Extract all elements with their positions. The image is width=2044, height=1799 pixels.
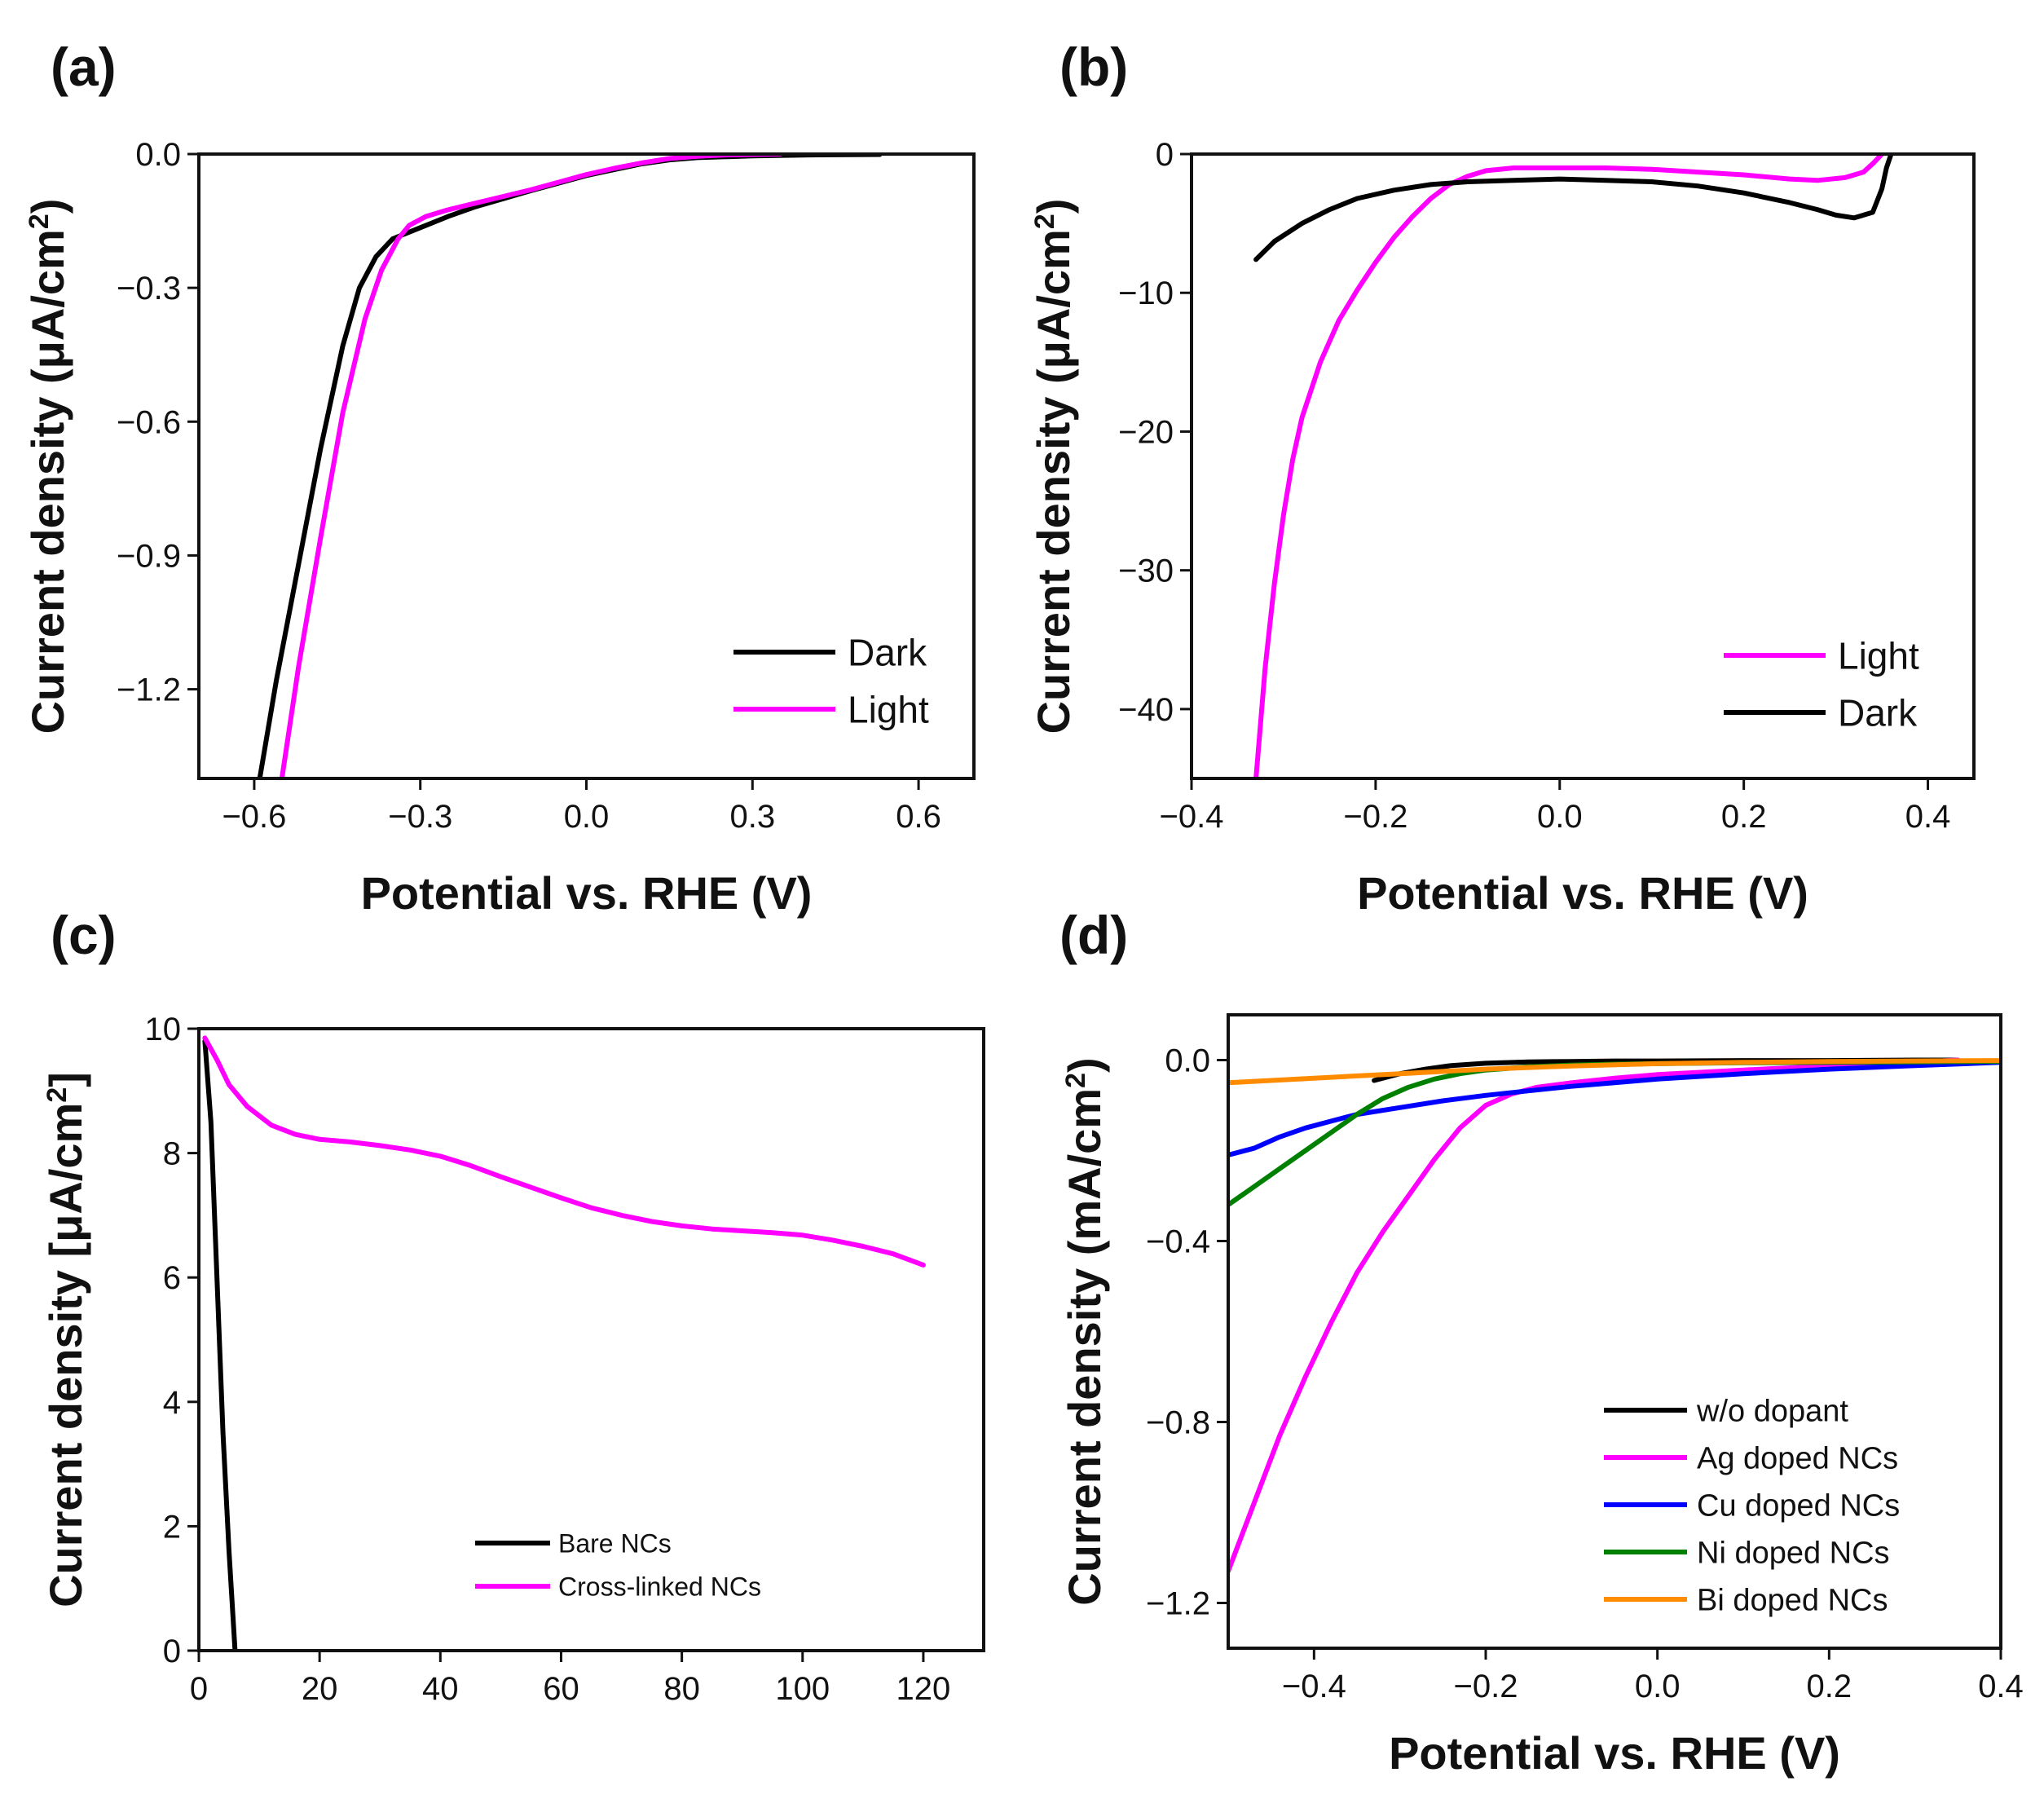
- series-line-dark: [257, 154, 883, 778]
- legend-label: Light: [1838, 635, 1919, 677]
- series-line-ag-doped-ncs: [1228, 1057, 1961, 1574]
- y-tick-label: −10: [1118, 276, 1174, 311]
- panel-letter: (d): [1059, 905, 1128, 965]
- series-line-light: [279, 154, 783, 778]
- series-line-dark: [1253, 154, 1894, 262]
- x-tick-label: −0.3: [388, 799, 452, 835]
- plot-frame: [1190, 152, 1976, 780]
- x-tick-label: −0.4: [1160, 799, 1224, 835]
- x-tick-label: 0.2: [1721, 799, 1767, 835]
- y-tick-label: 6: [163, 1260, 181, 1296]
- plot-frame: [197, 1027, 985, 1652]
- x-tick-label: 120: [896, 1671, 951, 1707]
- y-tick-label: 0.0: [1165, 1043, 1210, 1079]
- x-tick-label: 0.0: [1537, 799, 1583, 835]
- x-tick-label: 0.6: [896, 799, 941, 835]
- legend-label: Light: [848, 689, 929, 731]
- legend-label: Ag doped NCs: [1697, 1442, 1898, 1476]
- y-tick-label: −0.4: [1146, 1224, 1210, 1260]
- plot-frame: [197, 152, 976, 780]
- x-tick-label: 20: [302, 1671, 338, 1707]
- panel-letter: (c): [51, 905, 117, 965]
- panel-letter: (b): [1059, 37, 1128, 97]
- y-tick-label: −1.2: [117, 672, 181, 708]
- y-tick-label: −0.6: [117, 404, 181, 440]
- x-tick-label: 0: [190, 1671, 208, 1707]
- legend-label: Ni doped NCs: [1697, 1537, 1890, 1571]
- x-tick-label: 0.0: [1635, 1669, 1681, 1704]
- series-line-cross-linked-ncs: [202, 1035, 926, 1268]
- series-line-cu-doped-ncs: [1228, 1060, 2001, 1157]
- series-line-bi-doped-ncs: [1228, 1058, 2001, 1086]
- x-axis-title: Potential vs. RHE (V): [361, 867, 813, 919]
- legend-label: Bi doped NCs: [1697, 1584, 1888, 1618]
- y-tick-label: −0.3: [117, 271, 181, 306]
- y-axis-title: Current density (μA/cm2): [22, 199, 73, 734]
- y-tick-label: −20: [1118, 414, 1174, 450]
- x-tick-label: −0.6: [222, 799, 286, 835]
- panel-letter: (a): [51, 37, 117, 97]
- legend-label: Dark: [848, 632, 927, 674]
- y-tick-label: 0.0: [135, 137, 181, 173]
- x-tick-label: 100: [775, 1671, 830, 1707]
- x-tick-label: 0.2: [1807, 1669, 1852, 1704]
- y-tick-label: 0: [1156, 137, 1174, 173]
- x-axis-title: Potential vs. RHE (V): [1389, 1727, 1840, 1779]
- y-axis-title: Current density (μA/cm2): [1028, 199, 1079, 734]
- legend-label: Cu doped NCs: [1697, 1489, 1900, 1523]
- x-tick-label: 0.4: [1905, 799, 1951, 835]
- y-tick-label: 8: [163, 1136, 181, 1172]
- x-tick-label: −0.4: [1282, 1669, 1346, 1704]
- y-tick-label: 10: [145, 1012, 182, 1047]
- x-tick-label: −0.2: [1454, 1669, 1518, 1704]
- legend-label: Cross-linked NCs: [558, 1572, 761, 1602]
- y-tick-label: −0.9: [117, 538, 181, 574]
- x-tick-label: 0.0: [564, 799, 610, 835]
- x-axis-title: Potential vs. RHE (V): [1357, 867, 1808, 919]
- x-tick-label: 60: [543, 1671, 579, 1707]
- x-tick-label: 40: [422, 1671, 459, 1707]
- x-tick-label: −0.2: [1343, 799, 1407, 835]
- series-line-light: [1253, 154, 1885, 778]
- x-tick-label: 0.3: [729, 799, 775, 835]
- plot-frame: [1227, 1013, 2002, 1650]
- legend-label: Bare NCs: [558, 1529, 672, 1559]
- y-tick-label: 0: [163, 1634, 181, 1669]
- legend-label: w/o dopant: [1696, 1395, 1848, 1429]
- x-tick-label: 80: [663, 1671, 700, 1707]
- y-tick-label: −30: [1118, 553, 1174, 589]
- y-axis-title: Current density [μA/cm2]: [40, 1072, 91, 1607]
- y-tick-label: 2: [163, 1509, 181, 1545]
- legend-label: Dark: [1838, 692, 1918, 734]
- y-tick-label: −40: [1118, 692, 1174, 728]
- y-axis-title: Current density (mA/cm2): [1059, 1057, 1110, 1605]
- y-tick-label: −1.2: [1146, 1586, 1210, 1622]
- y-tick-label: −0.8: [1146, 1405, 1210, 1441]
- y-tick-label: 4: [163, 1385, 181, 1421]
- series-line-bare-ncs: [202, 1038, 238, 1651]
- x-tick-label: 0.4: [1978, 1669, 2024, 1704]
